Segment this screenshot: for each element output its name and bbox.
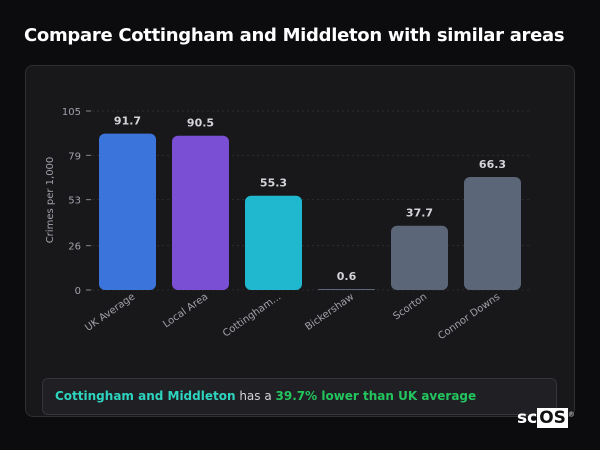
x-tick-label: Cottingham... bbox=[221, 291, 283, 339]
x-tick-label: Bickershaw bbox=[303, 291, 356, 333]
bar-value-label: 0.6 bbox=[337, 270, 357, 283]
x-tick-label: Scorton bbox=[391, 291, 429, 322]
y-axis-label: Crimes per 1,000 bbox=[45, 157, 56, 244]
summary-comparison: 39.7% lower than UK average bbox=[275, 389, 477, 403]
bar-value-label: 37.7 bbox=[406, 207, 433, 220]
bar bbox=[172, 135, 229, 290]
bar bbox=[464, 176, 521, 290]
summary-box: Cottingham and Middleton has a 39.7% low… bbox=[42, 378, 557, 415]
summary-text: has a bbox=[235, 389, 276, 403]
summary-area: Cottingham and Middleton bbox=[55, 389, 236, 403]
x-tick-label: UK Average bbox=[83, 291, 137, 333]
y-tick-label: 26 bbox=[68, 242, 81, 253]
bar bbox=[391, 225, 448, 290]
y-tick-label: 0 bbox=[75, 286, 81, 297]
y-tick-label: 105 bbox=[62, 107, 81, 118]
bar bbox=[99, 133, 156, 290]
y-tick-label: 53 bbox=[68, 196, 81, 207]
bar-value-label: 55.3 bbox=[260, 177, 287, 190]
y-tick-label: 79 bbox=[68, 151, 81, 162]
logo: sc OS ® bbox=[517, 408, 575, 428]
bar bbox=[245, 195, 302, 290]
x-tick-label: Local Area bbox=[161, 291, 210, 330]
bar-value-label: 91.7 bbox=[114, 115, 141, 128]
bar-value-label: 90.5 bbox=[187, 117, 214, 130]
bar bbox=[318, 288, 375, 290]
x-tick-label: Connor Downs bbox=[436, 291, 502, 342]
page-title: Compare Cottingham and Middleton with si… bbox=[24, 25, 565, 46]
bar-value-label: 66.3 bbox=[479, 158, 506, 171]
